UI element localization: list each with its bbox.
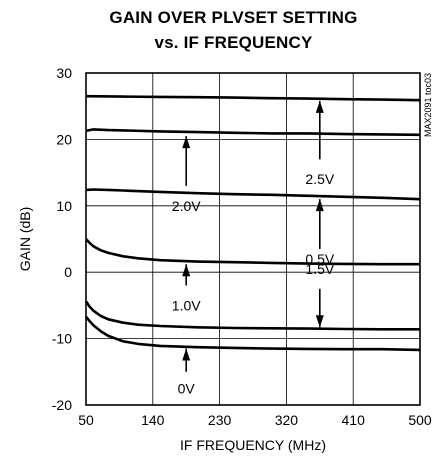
series-line-0.5V [84, 300, 420, 331]
series-line-2.0V [85, 128, 421, 137]
arrow-head [182, 348, 191, 361]
tick-labels: 50 140 230 320 410 500 30 20 10 0 -10 -20 [52, 65, 432, 428]
x-tick-label: 500 [408, 412, 432, 428]
annotations: 2.5V 2.0V 1.5V 1.0V 0.5V 0V [172, 100, 335, 396]
annotation-label: 0.5V [305, 251, 334, 267]
series-line-0V [84, 315, 421, 352]
arrow-head [315, 315, 324, 328]
arrow-head [315, 199, 324, 212]
chart-title: GAIN OVER PLVSET SETTING [109, 8, 358, 27]
x-tick-label: 410 [342, 412, 366, 428]
x-tick-label: 50 [78, 412, 94, 428]
chart-subtitle: vs. IF FREQUENCY [154, 33, 313, 52]
y-tick-label: 10 [56, 198, 72, 214]
side-label: MAX2091 toc03 [423, 73, 433, 137]
annotation-label: 1.0V [172, 297, 201, 313]
y-tick-label: 0 [64, 264, 72, 280]
series-line-2.5V [85, 94, 421, 102]
x-tick-label: 140 [141, 412, 165, 428]
curves [84, 94, 421, 352]
plot-frame [85, 72, 421, 406]
y-axis-label: GAIN (dB) [17, 207, 33, 272]
annotation-label: 2.5V [305, 171, 334, 187]
y-tick-label: -20 [52, 397, 72, 413]
grid [86, 73, 420, 405]
arrow-head [182, 264, 191, 277]
annotation-label: 2.0V [172, 198, 201, 214]
annotation-label: 1.5V [305, 261, 334, 277]
arrow-head [182, 136, 191, 149]
y-tick-label: 30 [56, 65, 72, 81]
x-axis-label: IF FREQUENCY (MHz) [180, 437, 326, 453]
y-tick-label: 20 [56, 131, 72, 147]
arrow-head [315, 100, 324, 113]
series-line-1.0V [85, 238, 420, 266]
x-tick-label: 320 [275, 412, 299, 428]
annotation-label: 0V [178, 380, 196, 396]
series-line-1.5V [85, 188, 421, 201]
y-tick-label: -10 [52, 331, 72, 347]
x-tick-label: 230 [208, 412, 232, 428]
